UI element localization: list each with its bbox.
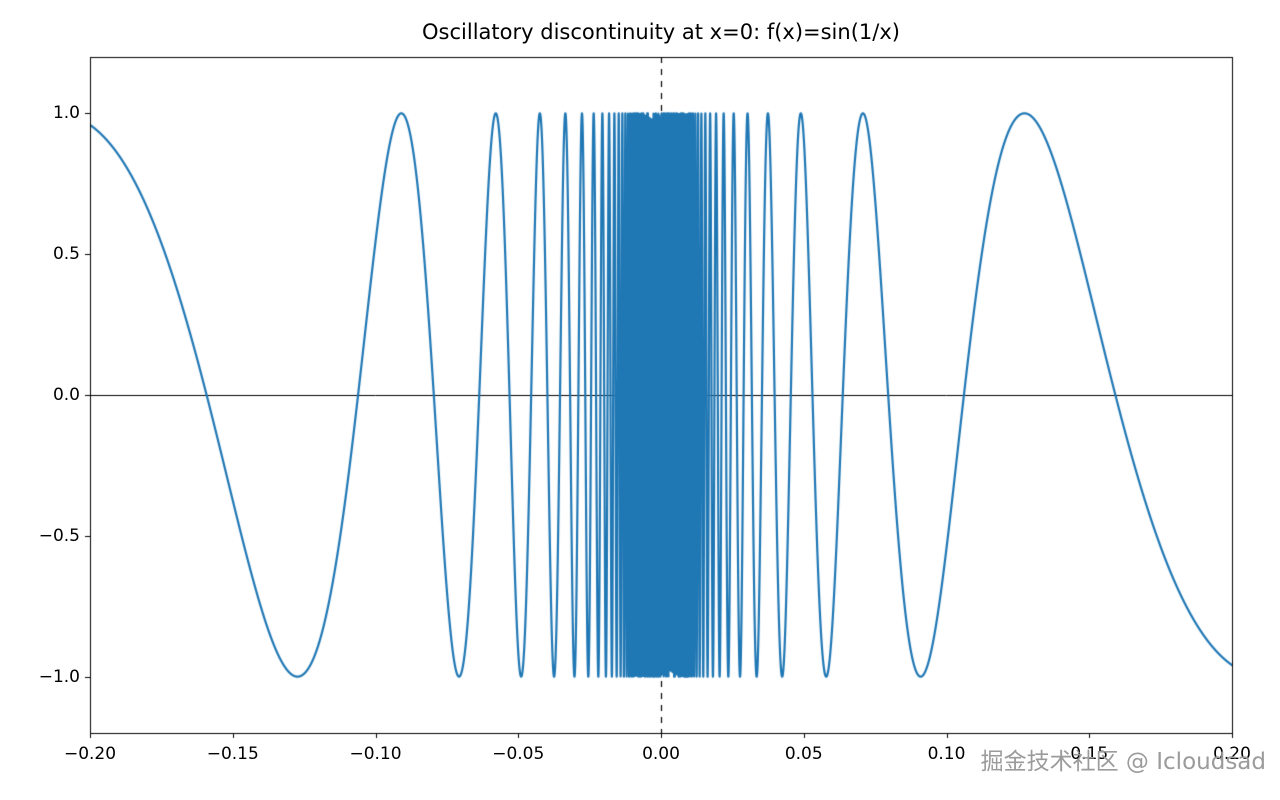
x-tick-label: 0.15: [1070, 744, 1109, 764]
watermark-text: 掘金技术社区 @ Icloudsad: [980, 749, 1266, 775]
x-tick-label: 0.10: [927, 744, 966, 764]
y-tick-label: 0.5: [52, 244, 80, 265]
y-tick-label: 1.0: [52, 103, 80, 124]
y-tick-label: −1.0: [38, 666, 80, 687]
x-tick-label: 0.20: [1213, 744, 1251, 764]
x-tick-label: −0.20: [63, 744, 117, 764]
y-tick-label: −0.5: [38, 525, 80, 546]
chart-title: Oscillatory discontinuity at x=0: f(x)=s…: [422, 20, 900, 44]
x-tick-label: −0.15: [206, 744, 259, 764]
y-tick-label: 0.0: [52, 385, 80, 405]
x-tick-label: −0.10: [349, 744, 402, 764]
x-tick-label: −0.05: [492, 744, 545, 764]
x-tick-label: 0.05: [784, 744, 823, 764]
x-tick-label: 0.00: [642, 744, 680, 764]
